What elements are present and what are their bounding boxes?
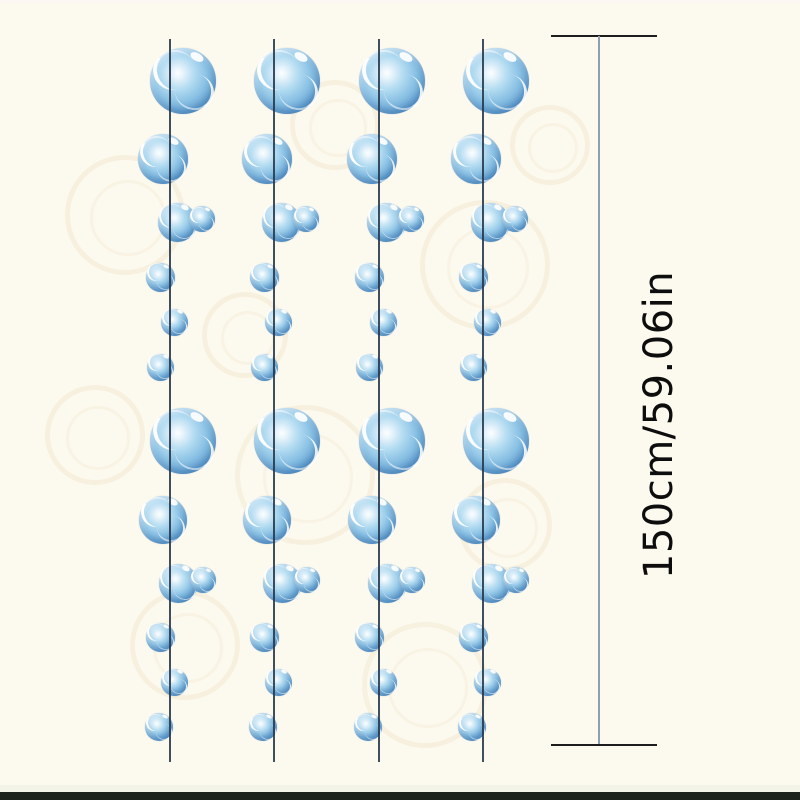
bubble-bead xyxy=(292,204,320,232)
swirl-ring xyxy=(290,80,380,170)
bubble-bead xyxy=(137,494,188,544)
bubble-bead xyxy=(188,204,216,232)
bubble-bead xyxy=(148,45,217,114)
bubble-bead xyxy=(368,307,397,336)
bubble-bead xyxy=(461,405,530,474)
bubble-bead xyxy=(189,565,217,593)
ruler-vertical-line xyxy=(598,36,600,745)
swirl-ring xyxy=(510,105,590,185)
strand-string xyxy=(169,39,171,762)
bubble-bead xyxy=(148,405,217,474)
bubble-bead xyxy=(461,45,530,114)
ruler-top-cap xyxy=(551,35,657,37)
measurement-label: 150cm/59.06in xyxy=(636,270,682,580)
bubble-bead xyxy=(241,494,292,544)
bubble-bead xyxy=(252,45,321,114)
bubble-bead xyxy=(472,667,501,696)
bubble-bead xyxy=(357,45,426,114)
ruler-bottom-cap xyxy=(551,744,657,746)
bottom-light-band xyxy=(0,785,800,792)
bubble-bead xyxy=(353,711,383,741)
bottom-edge-strip xyxy=(0,792,800,800)
bubble-bead xyxy=(263,667,292,696)
bubble-bead xyxy=(357,405,426,474)
bubble-bead xyxy=(449,132,502,184)
bubble-bead xyxy=(144,711,174,741)
strand-string xyxy=(378,39,380,762)
swirl-ring xyxy=(45,385,145,485)
bubble-bead xyxy=(398,565,426,593)
top-edge-strip xyxy=(0,0,800,3)
bubble-bead xyxy=(501,204,529,232)
bubble-bead xyxy=(248,711,278,741)
bubble-bead xyxy=(450,494,501,544)
bubble-bead xyxy=(240,132,293,184)
bubble-bead xyxy=(263,307,292,336)
bubble-bead xyxy=(293,565,321,593)
bubble-bead xyxy=(457,711,487,741)
bubble-bead xyxy=(397,204,425,232)
strand-string xyxy=(273,39,275,762)
bubble-bead xyxy=(252,405,321,474)
bubble-bead xyxy=(346,494,397,544)
bubble-bead xyxy=(159,667,188,696)
bubble-bead xyxy=(368,667,397,696)
bubble-bead xyxy=(345,132,398,184)
strand-string xyxy=(482,39,484,762)
bubble-bead xyxy=(502,565,530,593)
bubble-bead xyxy=(472,307,501,336)
bubble-bead xyxy=(159,307,188,336)
bubble-bead xyxy=(136,132,189,184)
